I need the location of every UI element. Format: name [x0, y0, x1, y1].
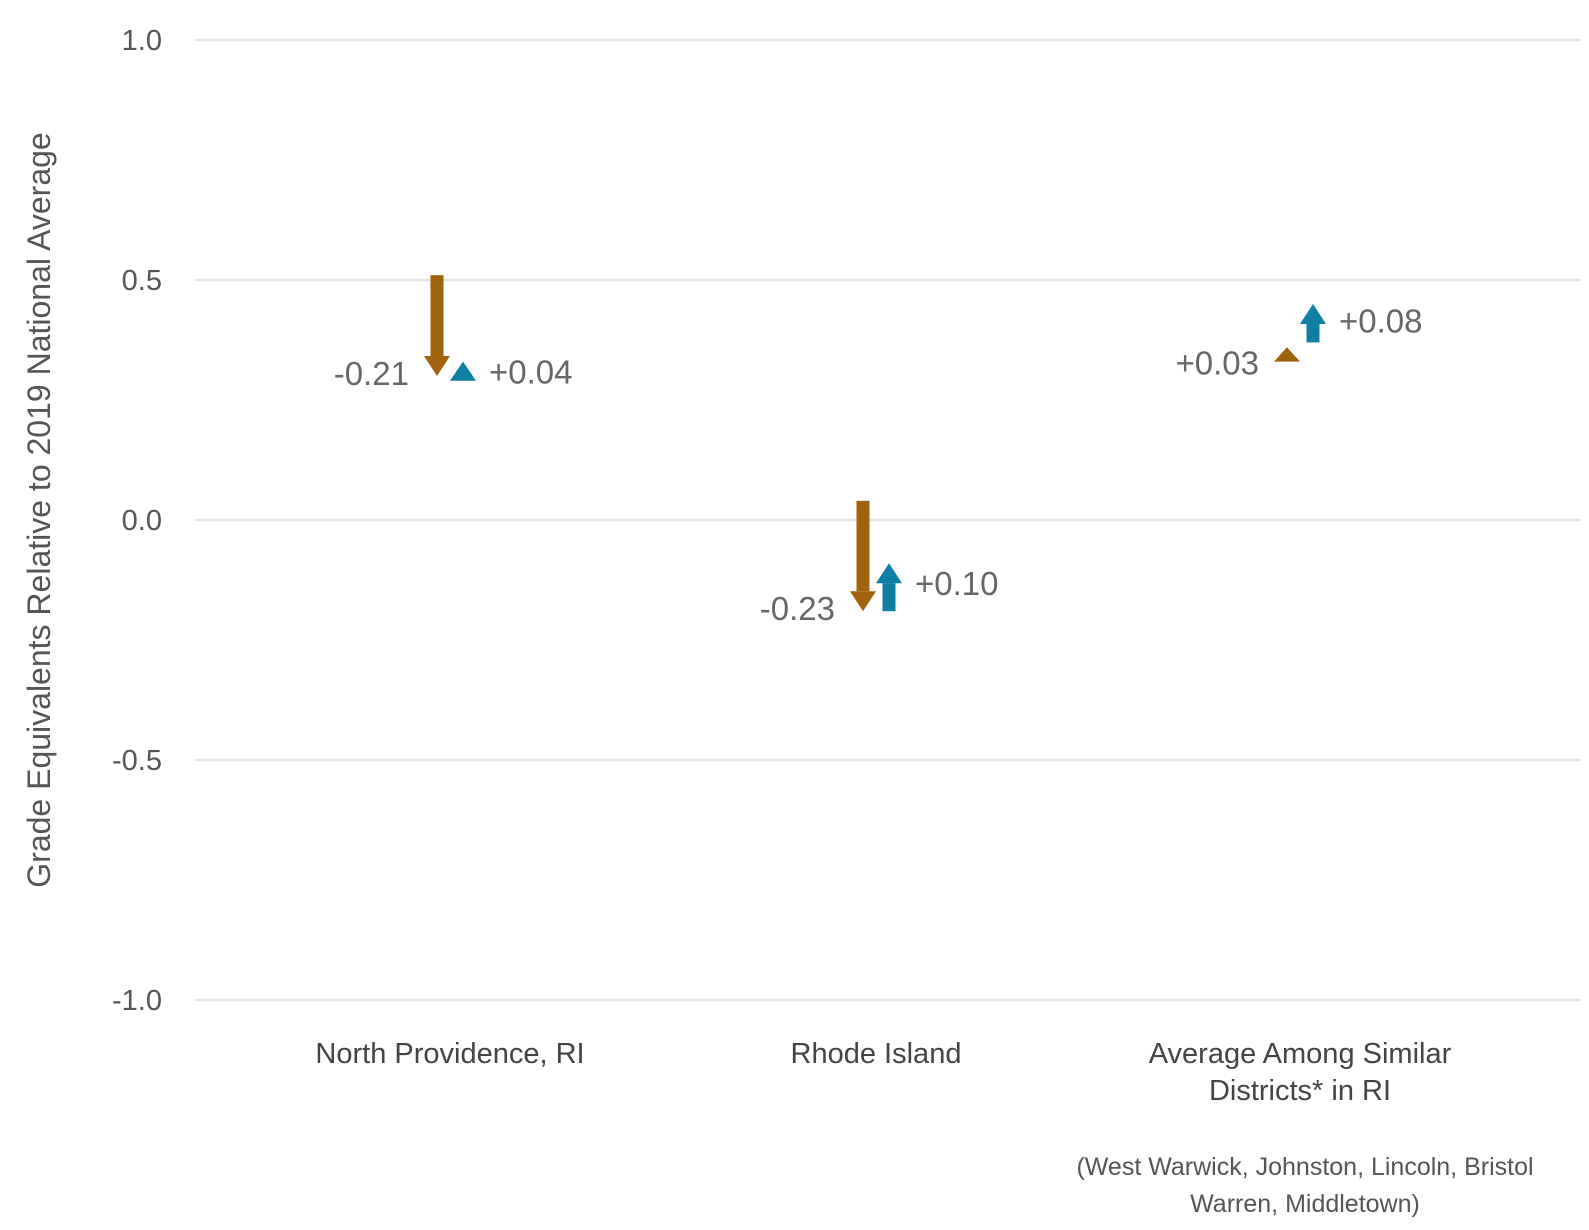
- y-tick-label: 1.0: [122, 25, 162, 57]
- arrow-mark: [1300, 304, 1326, 343]
- arrow-head: [1300, 304, 1326, 324]
- arrow-mark: [850, 500, 876, 612]
- arrow-head: [424, 356, 450, 376]
- y-tick-label: 0.5: [122, 265, 162, 297]
- arrow-mark: [1274, 347, 1300, 362]
- arrow-shaft: [856, 500, 870, 592]
- category-labels: North Providence, RI Rhode Island Average …: [315, 1038, 1451, 1107]
- arrow-mark: [424, 275, 450, 376]
- arrow-shaft: [882, 583, 896, 612]
- x-category-label: Rhode Island: [791, 1038, 962, 1070]
- data-label: +0.10: [915, 565, 999, 602]
- arrow-head: [876, 563, 902, 584]
- y-tick-label: -1.0: [112, 985, 162, 1017]
- x-category-label: Average Among Similar Districts* in RI: [1149, 1038, 1452, 1107]
- y-tick-label: -0.5: [112, 745, 162, 777]
- data-label: +0.03: [1176, 345, 1260, 382]
- footnote-text: (West Warwick, Johnston, Lincoln, Bristo…: [1076, 1153, 1533, 1218]
- data-label: -0.23: [760, 590, 835, 627]
- data-label: +0.08: [1339, 302, 1423, 339]
- gridlines: [195, 38, 1580, 1002]
- data-label: +0.04: [489, 353, 573, 390]
- y-axis-label: Grade Equivalents Relative to 2019 Natio…: [21, 132, 57, 887]
- footnote: (West Warwick, Johnston, Lincoln, Bristo…: [1076, 1153, 1533, 1218]
- arrow-shaft: [1306, 324, 1320, 343]
- data-label: -0.21: [334, 355, 409, 392]
- y-axis-ticks: 1.0 0.5 0.0 -0.5 -1.0: [112, 25, 162, 1017]
- arrow-mark: [450, 361, 476, 381]
- arrow-head: [1274, 347, 1300, 362]
- arrow-head: [450, 361, 476, 381]
- arrows: [424, 275, 1326, 612]
- y-tick-label: 0.0: [122, 505, 162, 537]
- arrow-head: [850, 591, 876, 612]
- arrow-mark: [876, 563, 902, 612]
- data-labels: -0.21 -0.23 +0.03 +0.04 +0.10 +0.08: [334, 302, 1423, 627]
- x-category-label: North Providence, RI: [315, 1038, 584, 1070]
- arrow-shaft: [430, 275, 444, 356]
